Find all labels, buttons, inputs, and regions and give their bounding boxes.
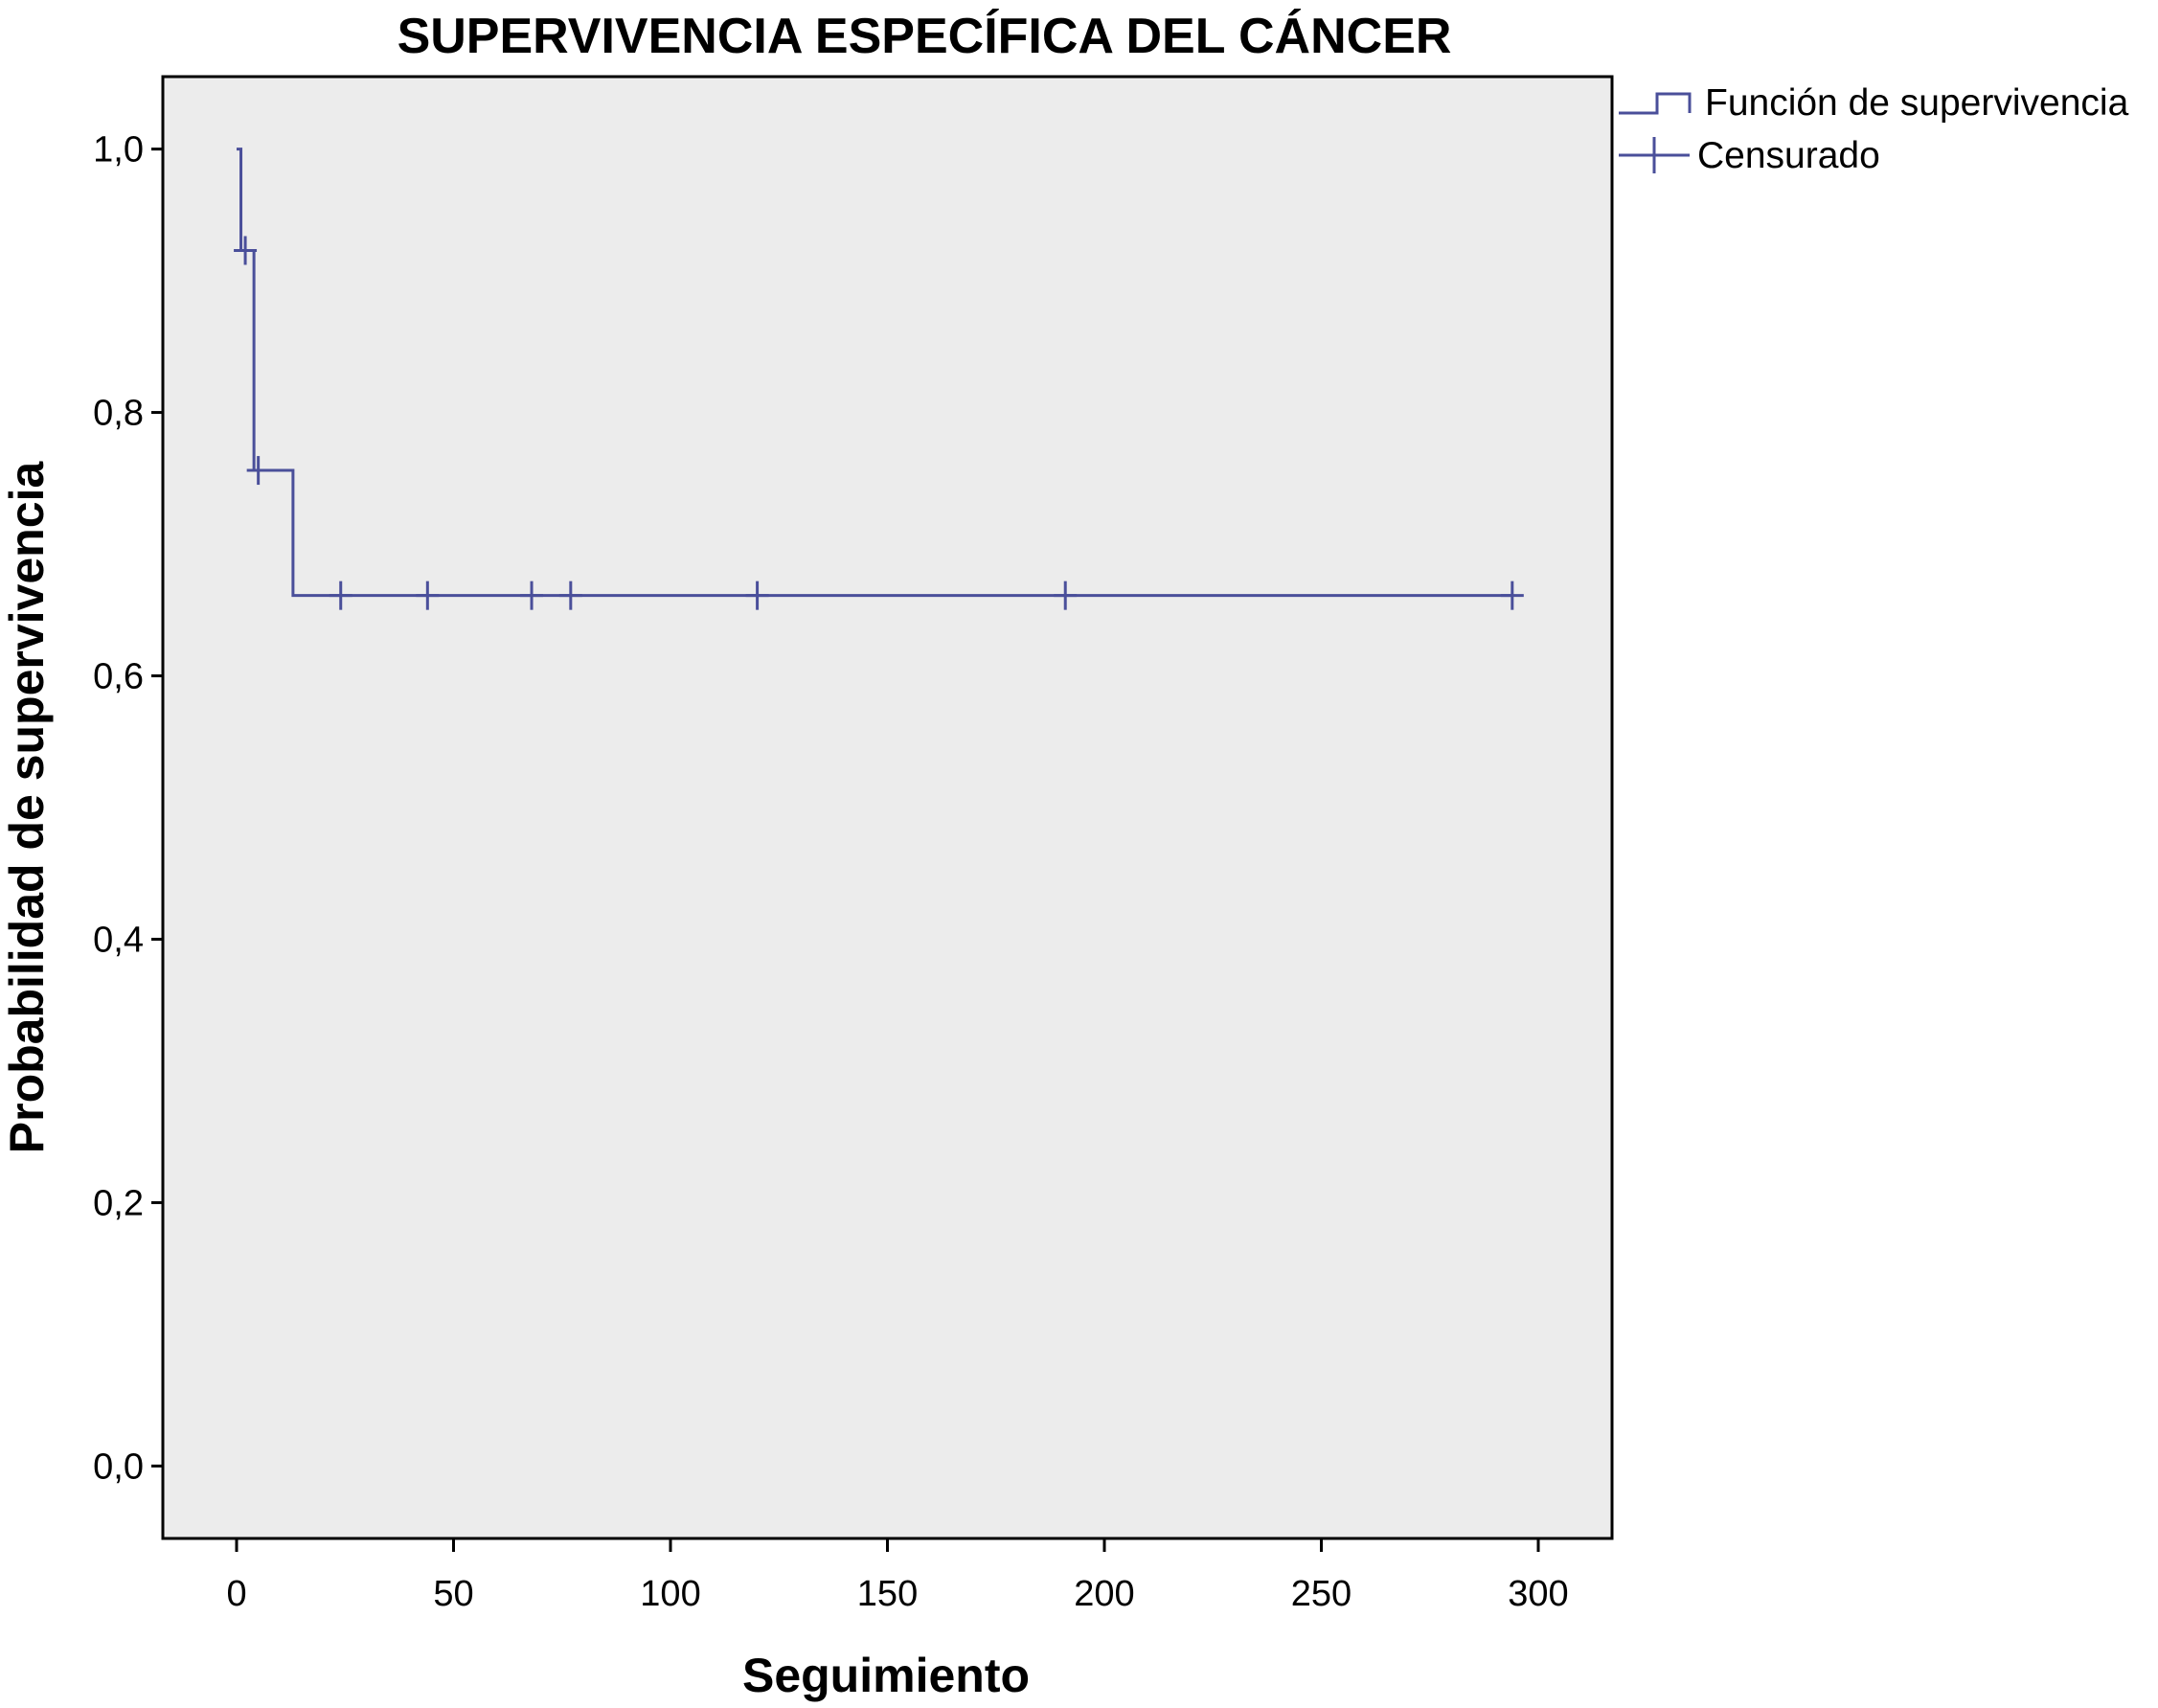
x-tick-label: 200 bbox=[1074, 1574, 1134, 1614]
legend-step-symbol bbox=[1619, 92, 1692, 115]
legend-item-censored: Censurado bbox=[1619, 135, 1880, 176]
y-axis: 0,0 0,2 0,4 0,6 0,8 1,0 bbox=[93, 130, 163, 1487]
legend: Función de supervivencia Censurado bbox=[1619, 82, 2129, 176]
x-axis: 0 50 100 150 200 250 300 bbox=[226, 1538, 1569, 1614]
x-tick-label: 50 bbox=[433, 1574, 473, 1614]
y-axis-title: Probabilidad de supervivencia bbox=[0, 461, 54, 1154]
y-tick-label: 1,0 bbox=[93, 130, 144, 171]
chart-title: SUPERVIVENCIA ESPECÍFICA DEL CÁNCER bbox=[398, 9, 1452, 64]
y-tick-label: 0,8 bbox=[93, 394, 144, 434]
legend-label-survival-function: Función de supervivencia bbox=[1705, 82, 2129, 124]
y-tick-label: 0,6 bbox=[93, 657, 144, 697]
x-axis-title: Seguimiento bbox=[742, 1649, 1030, 1702]
x-tick-label: 0 bbox=[226, 1574, 246, 1614]
plot-area bbox=[161, 75, 1614, 1540]
legend-label-censored: Censurado bbox=[1697, 135, 1880, 176]
x-tick-label: 100 bbox=[640, 1574, 700, 1614]
legend-item-survival-function: Función de supervivencia bbox=[1619, 82, 2129, 124]
x-tick-label: 300 bbox=[1508, 1574, 1568, 1614]
x-tick-label: 150 bbox=[857, 1574, 918, 1614]
y-tick-label: 0,4 bbox=[93, 920, 144, 960]
y-tick-label: 0,2 bbox=[93, 1183, 144, 1223]
x-tick-label: 250 bbox=[1291, 1574, 1352, 1614]
y-tick-label: 0,0 bbox=[93, 1446, 144, 1487]
censor-marks bbox=[234, 236, 1524, 610]
survival-function-line bbox=[237, 148, 1512, 598]
